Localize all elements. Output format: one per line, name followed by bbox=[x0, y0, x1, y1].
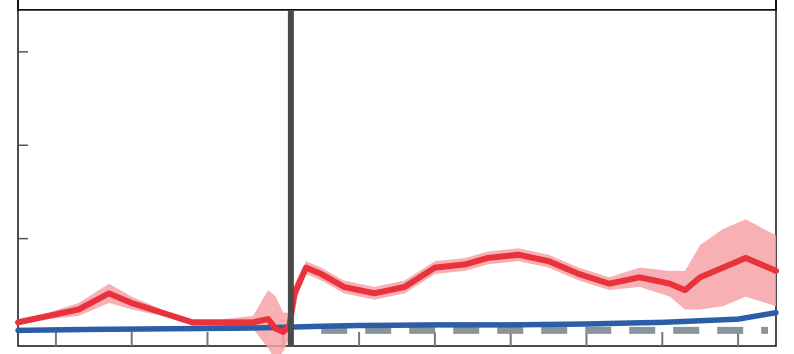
y-axis-ticks bbox=[18, 51, 28, 240]
series-0-line bbox=[15, 251, 779, 335]
x-axis-ticks bbox=[54, 332, 740, 346]
plot-frame bbox=[17, 9, 777, 347]
series-1-line bbox=[15, 309, 779, 334]
top-panel-frame bbox=[17, 0, 777, 11]
series-lines bbox=[15, 251, 779, 335]
